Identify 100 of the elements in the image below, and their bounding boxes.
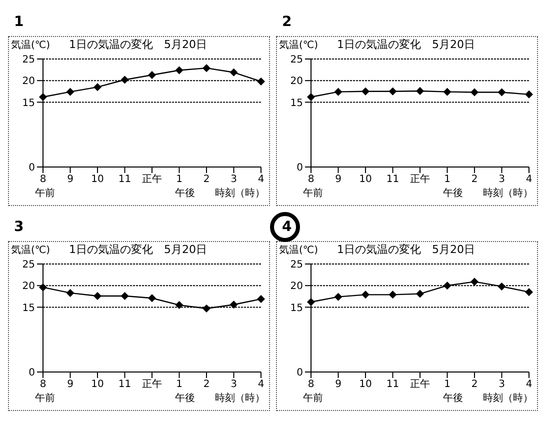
point (230, 68, 238, 76)
point (416, 290, 424, 298)
point (443, 88, 452, 96)
point (94, 83, 102, 92)
x-axis-title: 時刻（時） (483, 392, 533, 405)
y-tick-label: 25 (22, 54, 35, 66)
point (334, 88, 342, 96)
point (148, 294, 156, 302)
y-tick-label: 15 (290, 98, 303, 109)
x-tick-label: 3 (498, 379, 505, 390)
text: 2 (281, 13, 293, 32)
point (39, 283, 47, 292)
y-axis-title: 気温(℃) (11, 244, 50, 257)
x-tick-label: 3 (230, 174, 237, 186)
point (148, 70, 156, 79)
x-tick-label: 3 (230, 379, 237, 390)
x-tick-label: 1 (176, 174, 182, 186)
x-tick-label: 1 (444, 379, 450, 390)
point (175, 66, 184, 74)
y-tick-label: 0 (28, 162, 35, 174)
y-tick-label: 15 (22, 98, 35, 109)
point (525, 90, 533, 98)
point (362, 290, 370, 299)
y-tick-label: 25 (290, 54, 303, 66)
x-tick-label: 2 (471, 379, 478, 390)
point (334, 292, 342, 301)
point (120, 292, 129, 300)
text: 午後 (175, 187, 195, 200)
x-tick-label: 正午 (142, 378, 162, 390)
x-tick-label: 8 (40, 174, 46, 186)
x-tick-label: 11 (386, 174, 400, 186)
y-tick-label: 0 (296, 368, 303, 379)
x-tick-label: 11 (386, 379, 400, 390)
point (307, 93, 315, 102)
point (362, 87, 370, 96)
x-tick-label: 1 (444, 174, 450, 186)
x-tick-label: 2 (203, 379, 210, 390)
point (307, 298, 315, 306)
x-tick-label: 4 (526, 174, 532, 186)
x-axis-title: 時刻（時） (215, 186, 265, 200)
chart-title: 1日の気温の変化 5月20日 (69, 242, 207, 257)
y-axis-title: 気温(℃) (279, 244, 318, 257)
x-tick-label: 4 (258, 174, 264, 186)
point (94, 292, 102, 300)
point (443, 282, 452, 290)
y-axis-title: 気温(℃) (11, 39, 50, 52)
text: 午後 (443, 187, 463, 200)
x-tick-label: 9 (67, 174, 74, 186)
point (257, 77, 265, 86)
y-axis-title: 気温(℃) (279, 39, 318, 52)
chart-title: 1日の気温の変化 5月20日 (337, 242, 475, 257)
y-tick-label: 20 (22, 76, 35, 88)
x-tick-label: 2 (203, 174, 210, 186)
point (498, 88, 506, 96)
y-tick-label: 0 (28, 368, 35, 379)
chart-title: 1日の気温の変化 5月20日 (69, 37, 207, 52)
x-tick-label: 10 (91, 379, 104, 390)
x-axis-title: 時刻（時） (483, 186, 533, 200)
y-tick-label: 15 (290, 302, 303, 314)
text: 午前 (35, 392, 55, 405)
point (525, 288, 533, 296)
point (202, 64, 210, 72)
point (498, 282, 506, 290)
x-tick-label: 10 (91, 174, 104, 186)
x-tick-label: 9 (67, 379, 74, 390)
x-tick-label: 8 (308, 174, 314, 186)
x-tick-label: 11 (118, 379, 132, 390)
x-tick-label: 正午 (410, 173, 430, 186)
x-tick-label: 1 (176, 379, 182, 390)
x-tick-label: 3 (498, 174, 505, 186)
y-tick-label: 20 (290, 76, 303, 88)
text: 3 (13, 218, 25, 237)
x-tick-label: 正午 (410, 378, 430, 390)
text: 午前 (35, 187, 55, 200)
x-axis-title: 時刻（時） (215, 392, 265, 405)
x-tick-label: 2 (471, 174, 478, 186)
y-tick-label: 25 (22, 260, 35, 271)
point (470, 278, 478, 286)
y-tick-label: 0 (296, 162, 303, 174)
x-tick-label: 9 (335, 379, 342, 390)
x-tick-label: 10 (359, 174, 372, 186)
point (257, 294, 265, 303)
point (120, 76, 129, 84)
text: 1 (13, 13, 25, 32)
point (66, 88, 74, 96)
y-tick-label: 25 (290, 260, 303, 271)
x-tick-label: 正午 (142, 173, 162, 186)
y-tick-label: 15 (22, 302, 35, 314)
point (470, 88, 478, 96)
y-tick-label: 20 (290, 281, 303, 292)
point (175, 301, 184, 310)
text: 午後 (443, 392, 463, 405)
text: 午前 (303, 392, 323, 405)
chart-title: 1日の気温の変化 5月20日 (337, 37, 475, 52)
point (230, 300, 238, 309)
text: 4 (281, 218, 293, 237)
point (388, 87, 397, 96)
x-tick-label: 4 (258, 379, 264, 390)
point (66, 288, 74, 297)
point (388, 290, 397, 299)
